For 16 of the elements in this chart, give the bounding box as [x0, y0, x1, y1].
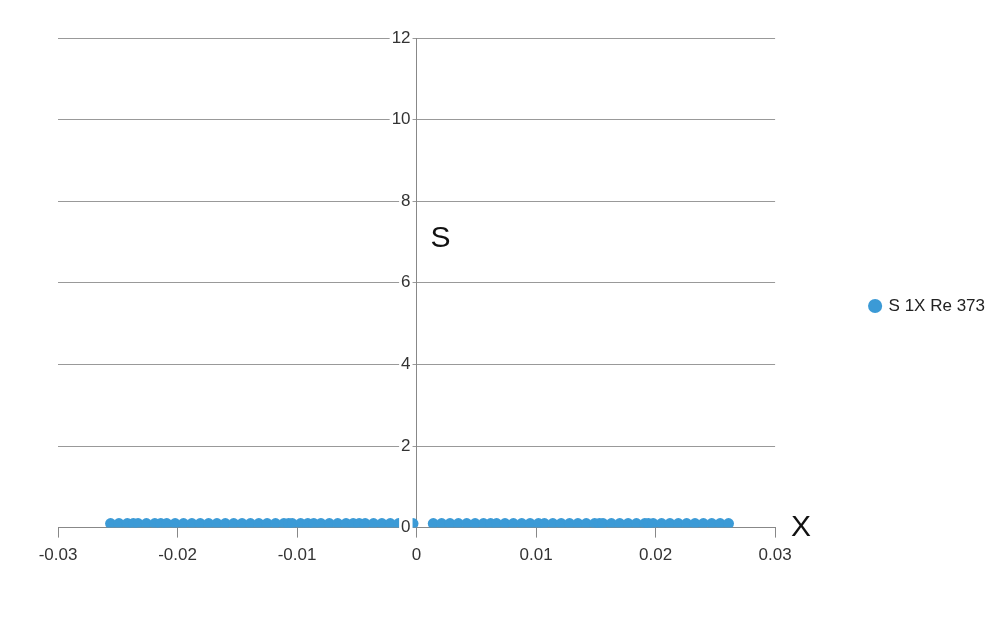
- y-tick-label: 8: [401, 190, 411, 210]
- x-tick-label: -0.02: [158, 545, 197, 565]
- x-tick-label: 0.02: [639, 545, 673, 565]
- y-tick-label: 10: [391, 109, 411, 129]
- x-tick-label: -0.03: [38, 545, 78, 565]
- y-axis-title: S: [430, 220, 451, 253]
- y-tick-label: 0: [401, 517, 411, 537]
- y-tick-label: 4: [401, 354, 411, 374]
- x-tick-label: 0.03: [758, 545, 792, 565]
- y-tick-label: 6: [401, 272, 411, 292]
- y-tick-label: 12: [391, 27, 411, 47]
- x-axis-title: X: [791, 508, 812, 542]
- x-tick-label: 0.01: [519, 545, 553, 565]
- legend-label: S 1X Re 373: [888, 295, 986, 315]
- y-tick-label: 2: [401, 435, 411, 455]
- x-tick-label: -0.01: [277, 545, 317, 565]
